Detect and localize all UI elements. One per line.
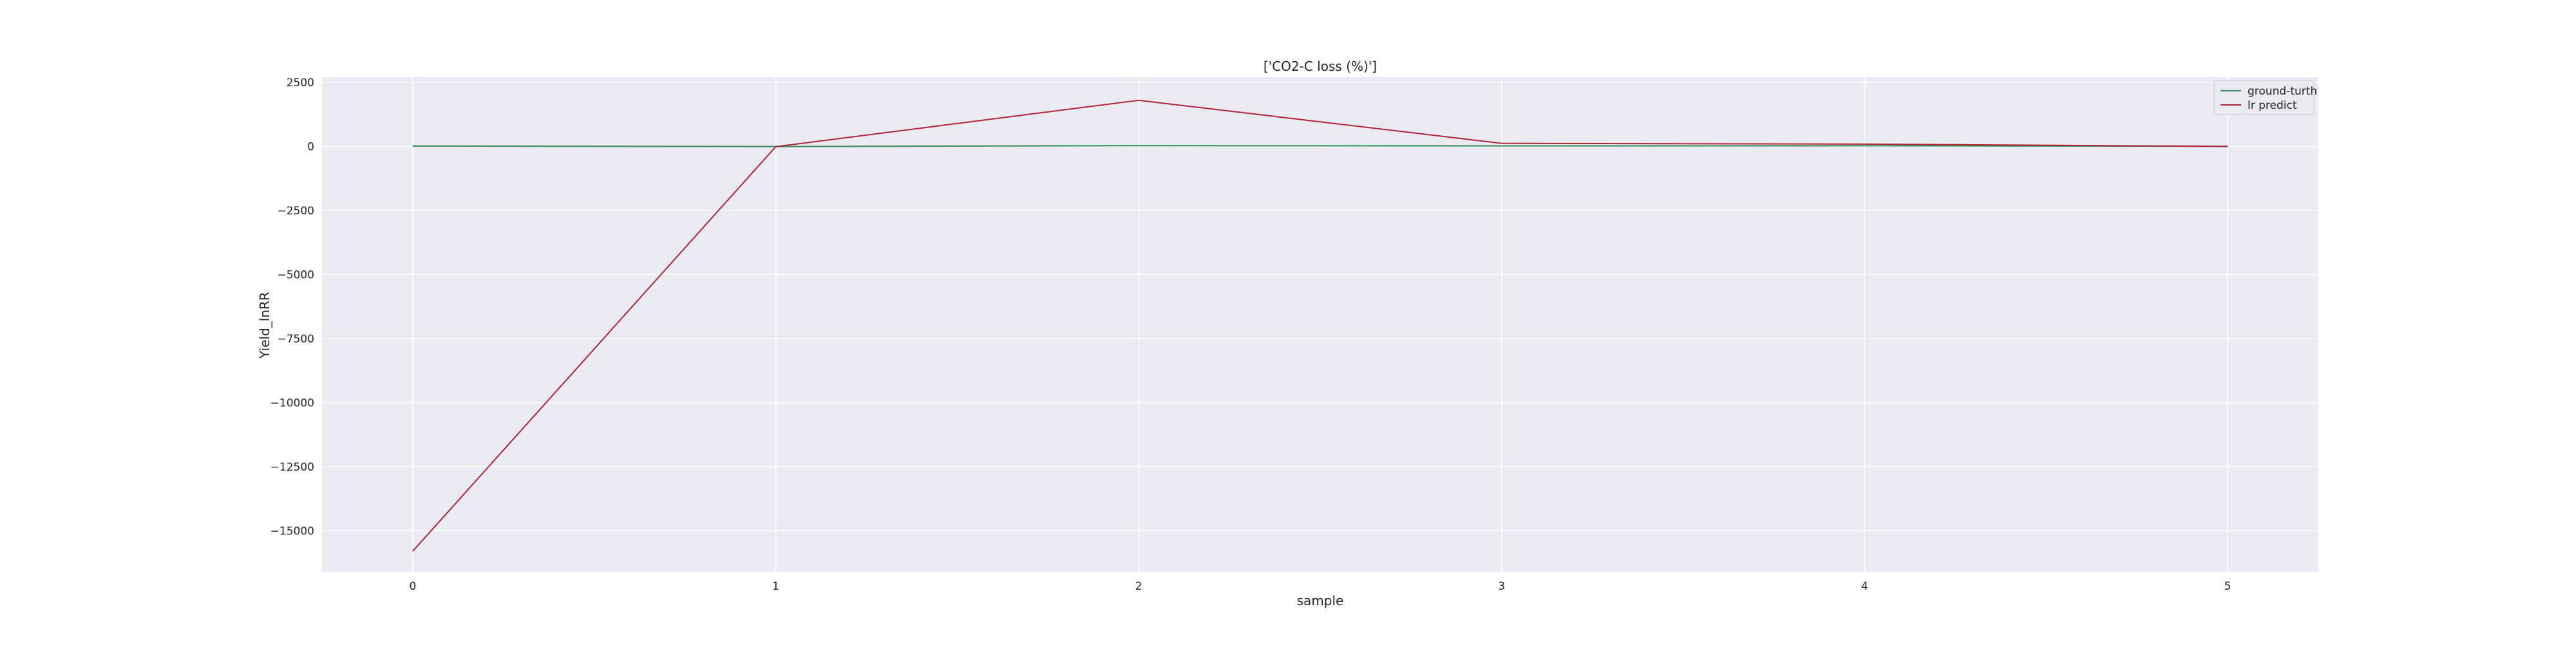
- x-axis-label: sample: [1297, 593, 1344, 608]
- plot-area: [322, 77, 2318, 572]
- y-tick-label: −2500: [277, 205, 314, 218]
- y-tick-label: −5000: [277, 268, 314, 281]
- x-tick-label: 3: [1498, 580, 1505, 593]
- y-tick-label: 2500: [287, 77, 314, 89]
- y-tick-label: −15000: [270, 525, 314, 538]
- series-lines: [412, 99, 2228, 552]
- y-tick-label: −12500: [270, 461, 314, 474]
- x-axis-ticks: 0 1 2 3 4 5: [409, 580, 2231, 593]
- grid-lines: [322, 77, 2318, 572]
- chart-title: ['CO2-C loss (%)']: [1264, 59, 1377, 74]
- y-axis-ticks: 2500 0 −2500 −5000 −7500 −10000 −12500 −15000: [270, 77, 314, 538]
- x-tick-label: 0: [409, 580, 416, 593]
- x-tick-label: 4: [1861, 580, 1868, 593]
- legend-box: [2213, 80, 2315, 115]
- x-tick-label: 1: [772, 580, 779, 593]
- series-line-ground-turth: [412, 145, 2228, 147]
- legend-label-lr-predict: lr predict: [2248, 99, 2297, 112]
- y-tick-label: 0: [307, 140, 314, 153]
- y-axis-label: Yield_lnRR: [257, 292, 272, 359]
- y-tick-label: −7500: [277, 333, 314, 346]
- y-tick-label: −10000: [270, 397, 314, 409]
- x-tick-label: 5: [2224, 580, 2231, 593]
- x-tick-label: 2: [1135, 580, 1142, 593]
- series-line-lr-predict: [412, 99, 2228, 552]
- legend: ground-turth lr predict: [2213, 80, 2317, 115]
- legend-label-ground-turth: ground-turth: [2248, 85, 2317, 98]
